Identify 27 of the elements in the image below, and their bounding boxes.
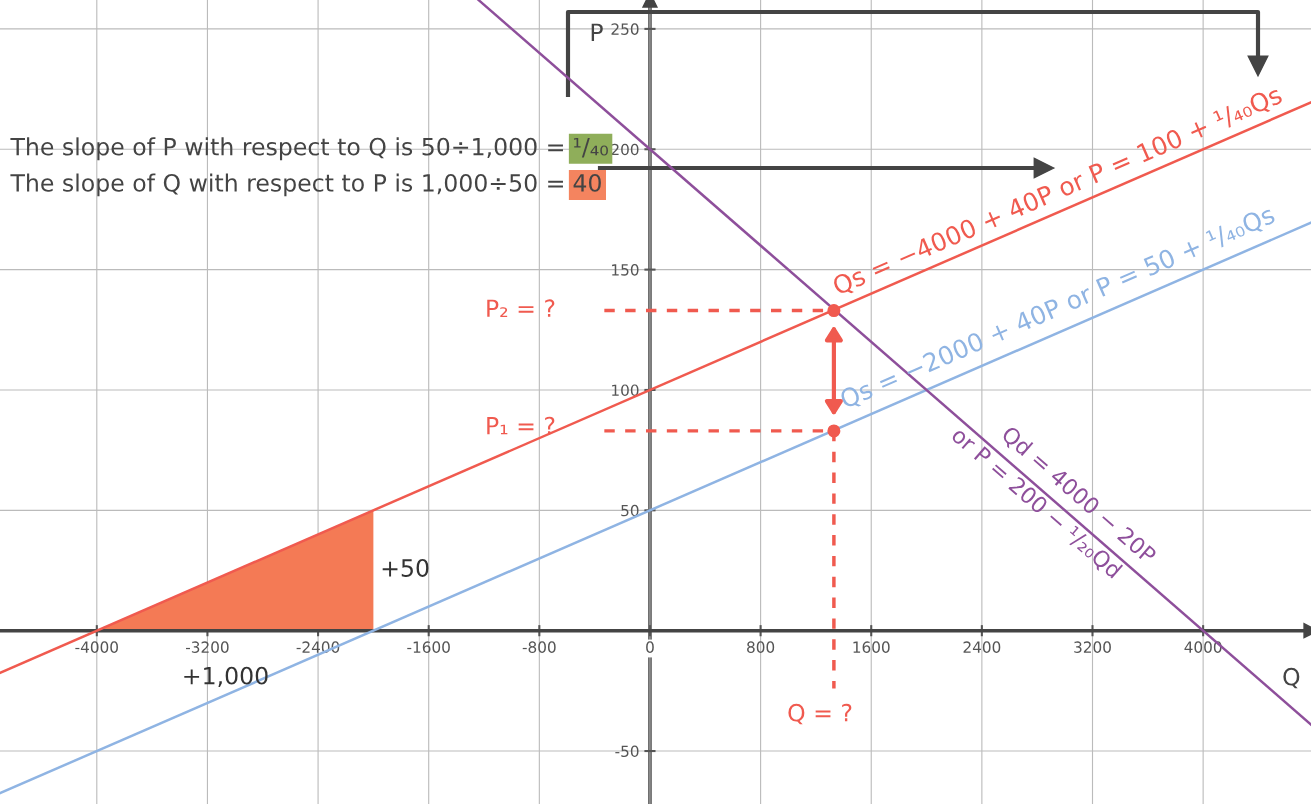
annotation: The slope of P with respect to Q is 50÷1,000 = (10, 137, 563, 161)
y-tick-label: 150 (612, 264, 639, 276)
annotation: Q = ? (788, 703, 852, 725)
x-tick-label: 3200 (1074, 641, 1111, 653)
x-axis-title: Q (1283, 667, 1300, 689)
x-tick-label: -3200 (185, 641, 229, 653)
x-tick-label: 800 (747, 641, 775, 653)
y-tick-label: 50 (621, 504, 639, 517)
y-axis-title: P (591, 23, 603, 41)
x-tick-label: -800 (522, 641, 556, 653)
x-tick-label: 2400 (963, 641, 1001, 653)
x-tick-label: -1600 (407, 641, 450, 653)
annotation: The slope of Q with respect to P is 1,000÷50 = (10, 173, 563, 197)
annotation: +1,000 (184, 666, 268, 688)
x-tick-label: 0 (646, 641, 654, 653)
x-tick-label: -4000 (75, 641, 118, 653)
y-tick-label: -50 (615, 745, 639, 758)
y-tick-label: 200 (611, 143, 639, 156)
annotation: P₂ = ? (487, 299, 555, 317)
y-tick-label: 100 (612, 384, 639, 396)
annotation: ¹/₄₀ (573, 137, 608, 158)
y-tick-label: 250 (611, 23, 639, 35)
annotation: P₁ = ? (487, 416, 555, 435)
x-tick-label: 4000 (1184, 641, 1222, 653)
annotation: 40 (573, 173, 601, 192)
x-tick-label: 1600 (853, 641, 890, 653)
annotation: +50 (382, 559, 429, 577)
